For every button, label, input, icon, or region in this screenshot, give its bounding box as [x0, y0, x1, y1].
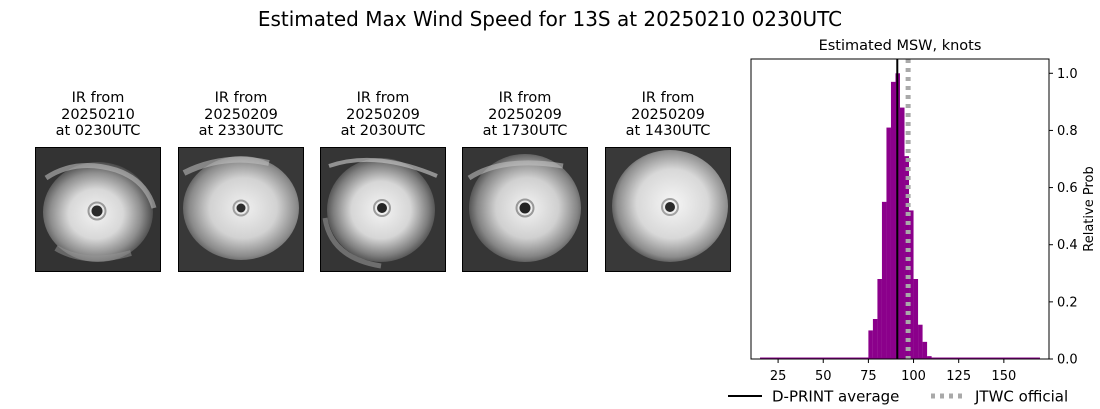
- caption-line: IR from: [356, 90, 410, 106]
- y-axis-label: Relative Prob: [1082, 166, 1097, 251]
- ir-satellite-image: [320, 147, 446, 272]
- caption-date: 20250209: [488, 106, 562, 123]
- y-tick-label: 0.6: [1057, 181, 1078, 196]
- caption-line: IR from: [214, 90, 268, 106]
- caption-line: IR from: [641, 90, 695, 106]
- histogram-bar: [886, 127, 891, 359]
- plot-frame: [750, 58, 1050, 360]
- ir-panel-2: IR from 20250209 at 2330UTC: [178, 90, 304, 272]
- ir-panel-caption: IR from 20250209 at 1730UTC: [462, 90, 588, 140]
- histogram-bar: [868, 330, 873, 359]
- y-tick-label: 0.2: [1057, 295, 1078, 310]
- ir-panel-caption: IR from 20250210 at 0230UTC: [35, 90, 161, 140]
- ir-panel-caption: IR from 20250209 at 2030UTC: [320, 90, 446, 140]
- caption-time: at 1430UTC: [625, 123, 711, 139]
- ir-satellite-image: [462, 147, 588, 272]
- x-tick-label: 150: [991, 369, 1016, 384]
- legend-jtwc-label: JTWC official: [974, 388, 1068, 406]
- x-tick-label: 75: [860, 369, 877, 384]
- x-tick-label: 25: [770, 369, 787, 384]
- histogram-bar: [890, 81, 896, 359]
- histogram-bar: [918, 324, 923, 359]
- x-axis: 25 50 75 100 125 150: [770, 359, 1016, 384]
- y-tick-label: 1.0: [1057, 67, 1078, 82]
- caption-date: 20250209: [204, 106, 278, 123]
- legend: D-PRINT average JTWC official: [728, 388, 1068, 406]
- ir-panel-5: IR from 20250209 at 1430UTC: [605, 90, 731, 272]
- figure-title: Estimated Max Wind Speed for 13S at 2025…: [257, 7, 843, 31]
- histogram-bar: [900, 107, 905, 359]
- histogram-bar: [913, 279, 919, 359]
- ir-panel-caption: IR from 20250209 at 1430UTC: [605, 90, 731, 140]
- x-tick-label: 100: [901, 369, 926, 384]
- histogram-bars: [868, 73, 932, 360]
- histogram-bar: [909, 210, 914, 359]
- ir-satellite-image: [605, 147, 731, 272]
- y-tick-label: 0.4: [1057, 238, 1078, 253]
- caption-date: 20250210: [61, 106, 135, 123]
- caption-line: IR from: [498, 90, 552, 106]
- chart-title: Estimated MSW, knots: [819, 38, 982, 54]
- caption-time: at 1730UTC: [482, 123, 568, 139]
- caption-date: 20250209: [631, 106, 705, 123]
- histogram-bar: [922, 341, 928, 359]
- y-tick-label: 0.0: [1057, 353, 1078, 368]
- ir-satellite-image: [35, 147, 161, 272]
- y-axis: 0.0 0.2 0.4 0.6 0.8 1.0: [1049, 67, 1078, 368]
- y-tick-label: 0.8: [1057, 124, 1078, 139]
- caption-time: at 0230UTC: [55, 123, 141, 139]
- ir-panel-3: IR from 20250209 at 2030UTC: [320, 90, 446, 272]
- legend-dprint-label: D-PRINT average: [772, 388, 899, 406]
- ir-panel-4: IR from 20250209 at 1730UTC: [462, 90, 588, 272]
- histogram-bar: [872, 319, 878, 359]
- caption-line: IR from: [71, 90, 125, 106]
- caption-time: at 2330UTC: [198, 123, 284, 139]
- x-tick-label: 50: [815, 369, 832, 384]
- ir-satellite-image: [178, 147, 304, 272]
- caption-date: 20250209: [346, 106, 420, 123]
- x-tick-label: 125: [946, 369, 971, 384]
- histogram-bar: [881, 201, 887, 359]
- caption-time: at 2030UTC: [340, 123, 426, 139]
- ir-panel-1: IR from 20250210 at 0230UTC: [35, 90, 161, 272]
- ir-panel-caption: IR from 20250209 at 2330UTC: [178, 90, 304, 140]
- histogram-bar: [877, 279, 882, 359]
